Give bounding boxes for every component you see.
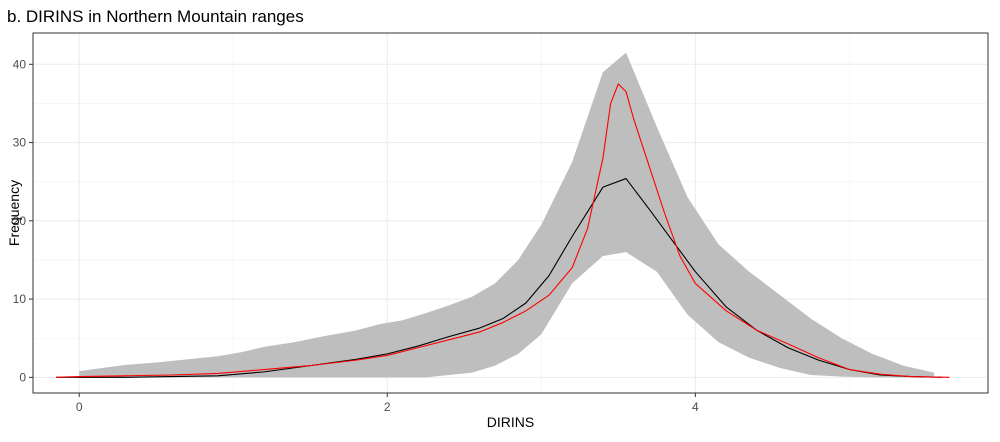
x-tick-label: 2 bbox=[384, 400, 391, 414]
y-axis-label: Frequency bbox=[6, 180, 22, 246]
y-tick-label: 20 bbox=[13, 214, 27, 228]
black-series-line bbox=[56, 178, 942, 378]
x-axis-label: DIRINS bbox=[487, 414, 534, 430]
y-tick-label: 30 bbox=[13, 136, 27, 150]
series-layer bbox=[56, 83, 950, 378]
confidence-band bbox=[79, 52, 935, 378]
x-tick-label: 4 bbox=[692, 400, 699, 414]
y-tick-label: 10 bbox=[13, 292, 27, 306]
x-axis: 0 2 4 bbox=[76, 393, 699, 414]
red-series-line bbox=[56, 83, 950, 378]
y-axis: 0 10 20 30 40 bbox=[13, 57, 33, 384]
band-layer bbox=[79, 52, 935, 378]
panel-border bbox=[32, 32, 989, 394]
chart-title: b. DIRINS in Northern Mountain ranges bbox=[7, 7, 304, 26]
y-tick-label: 40 bbox=[13, 57, 27, 71]
x-tick-label: 0 bbox=[76, 400, 83, 414]
y-tick-label: 0 bbox=[19, 370, 26, 384]
